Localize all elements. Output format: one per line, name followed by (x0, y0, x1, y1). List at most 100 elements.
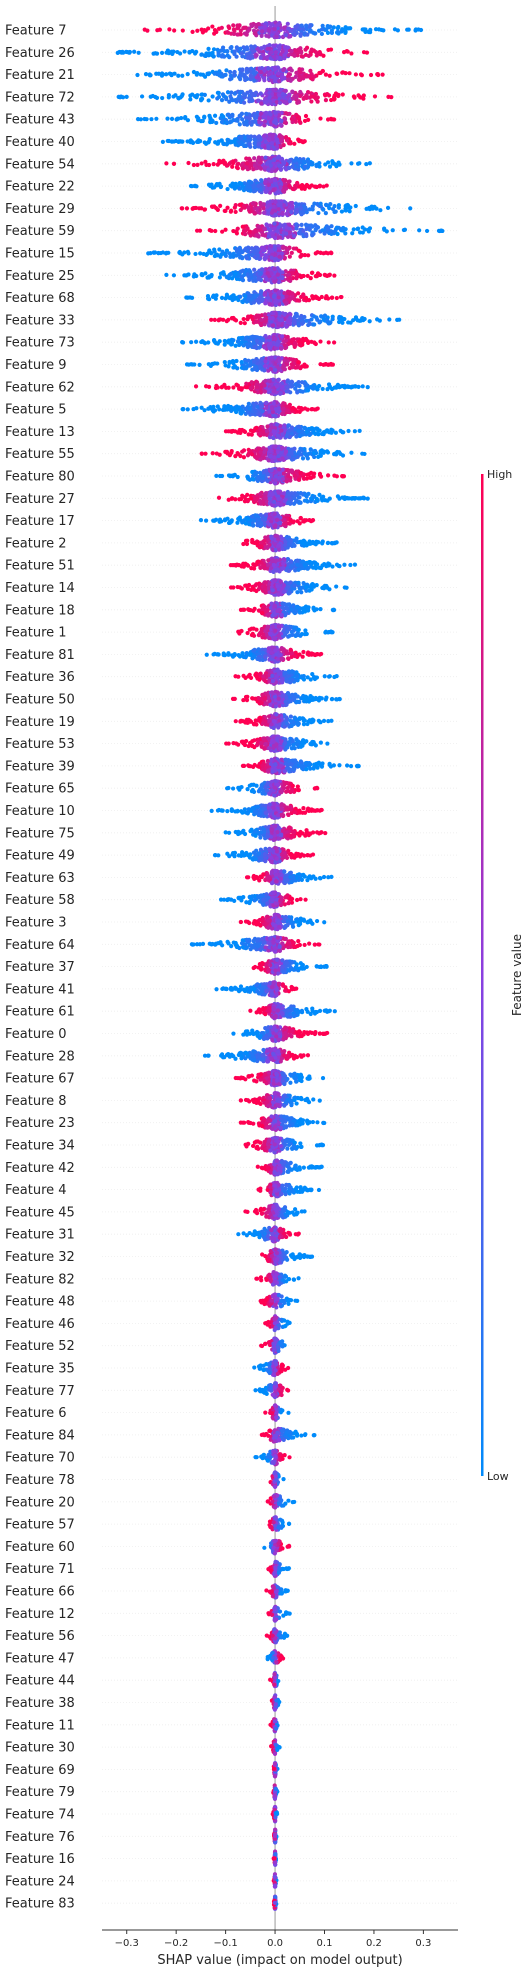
shap-point (277, 55, 283, 60)
shap-point (284, 384, 290, 390)
shap-point (226, 385, 231, 390)
shap-point (232, 70, 237, 75)
shap-point (166, 92, 171, 98)
shap-point (273, 110, 278, 115)
shap-point (326, 93, 332, 98)
shap-point (264, 428, 269, 433)
shap-point (349, 385, 354, 390)
shap-point (299, 252, 304, 258)
shap-point (305, 407, 310, 412)
shap-point (296, 424, 301, 429)
shap-point (268, 244, 274, 249)
shap-point (251, 359, 257, 364)
shap-point (218, 203, 223, 208)
shap-point (247, 141, 252, 147)
shap-point (294, 222, 299, 227)
shap-point (242, 272, 247, 278)
shap-point (320, 386, 325, 392)
shap-point (331, 160, 336, 165)
shap-point (217, 69, 222, 74)
shap-point (237, 122, 242, 127)
shap-point (263, 359, 268, 364)
shap-point (268, 112, 273, 117)
shap-point (314, 224, 320, 230)
shap-point (193, 183, 198, 189)
shap-point (298, 120, 303, 125)
shap-point (300, 380, 305, 385)
shap-point (252, 345, 257, 350)
shap-point (360, 316, 365, 321)
shap-point (357, 428, 362, 433)
shap-point (160, 95, 165, 101)
shap-point (327, 321, 332, 326)
shap-point (138, 117, 143, 122)
shap-point (276, 78, 282, 84)
shap-point (303, 113, 309, 119)
shap-point (301, 159, 306, 164)
shap-point (331, 25, 336, 30)
shap-point (205, 251, 210, 256)
shap-point (310, 270, 315, 275)
shap-point (240, 68, 245, 73)
shap-point (341, 316, 346, 322)
shap-point (233, 343, 238, 348)
shap-point (241, 26, 246, 31)
shap-point (206, 26, 211, 31)
shap-point (238, 207, 243, 213)
shap-point (262, 292, 268, 297)
shap-point (246, 205, 251, 210)
shap-point (263, 400, 269, 406)
shap-point (132, 49, 137, 54)
shap-point (292, 141, 297, 146)
shap-point (275, 31, 280, 36)
shap-point (179, 115, 184, 121)
shap-point (343, 203, 348, 209)
shap-point (196, 138, 201, 143)
shap-point (280, 411, 285, 416)
shap-point (228, 69, 233, 75)
shap-point (284, 225, 289, 230)
shap-point (302, 362, 307, 367)
shap-point (260, 367, 265, 372)
shap-point (194, 205, 199, 211)
shap-point (205, 71, 210, 76)
shap-point (179, 93, 184, 99)
shap-point (286, 77, 291, 82)
shap-point (262, 389, 267, 394)
shap-point (308, 68, 313, 73)
shap-point (277, 45, 282, 50)
shap-point (243, 294, 248, 299)
shap-point (257, 49, 262, 54)
shap-point (237, 342, 242, 348)
shap-point (280, 210, 285, 216)
shap-point (255, 319, 260, 324)
shap-point (118, 95, 123, 100)
shap-point (293, 201, 298, 206)
shap-point (231, 365, 236, 370)
shap-point (287, 158, 292, 163)
shap-point (249, 252, 255, 258)
shap-point (334, 225, 340, 230)
shap-point (303, 222, 309, 227)
shap-point (282, 291, 287, 296)
shap-point (205, 294, 211, 299)
shap-point (324, 27, 329, 32)
shap-point (275, 155, 281, 160)
shap-point (252, 163, 258, 168)
shap-point (251, 49, 256, 54)
shap-point (269, 355, 274, 360)
shap-point (258, 389, 263, 394)
shap-point (395, 28, 400, 33)
shap-point (252, 119, 258, 124)
shap-point (206, 53, 211, 58)
shap-point (292, 407, 298, 412)
shap-point (289, 68, 294, 73)
shap-point (281, 67, 286, 73)
shap-point (296, 360, 301, 365)
shap-point (269, 141, 274, 146)
shap-point (293, 48, 298, 53)
shap-point (175, 49, 180, 55)
shap-point (271, 54, 277, 59)
shap-point (330, 317, 335, 322)
shap-point (327, 384, 332, 389)
